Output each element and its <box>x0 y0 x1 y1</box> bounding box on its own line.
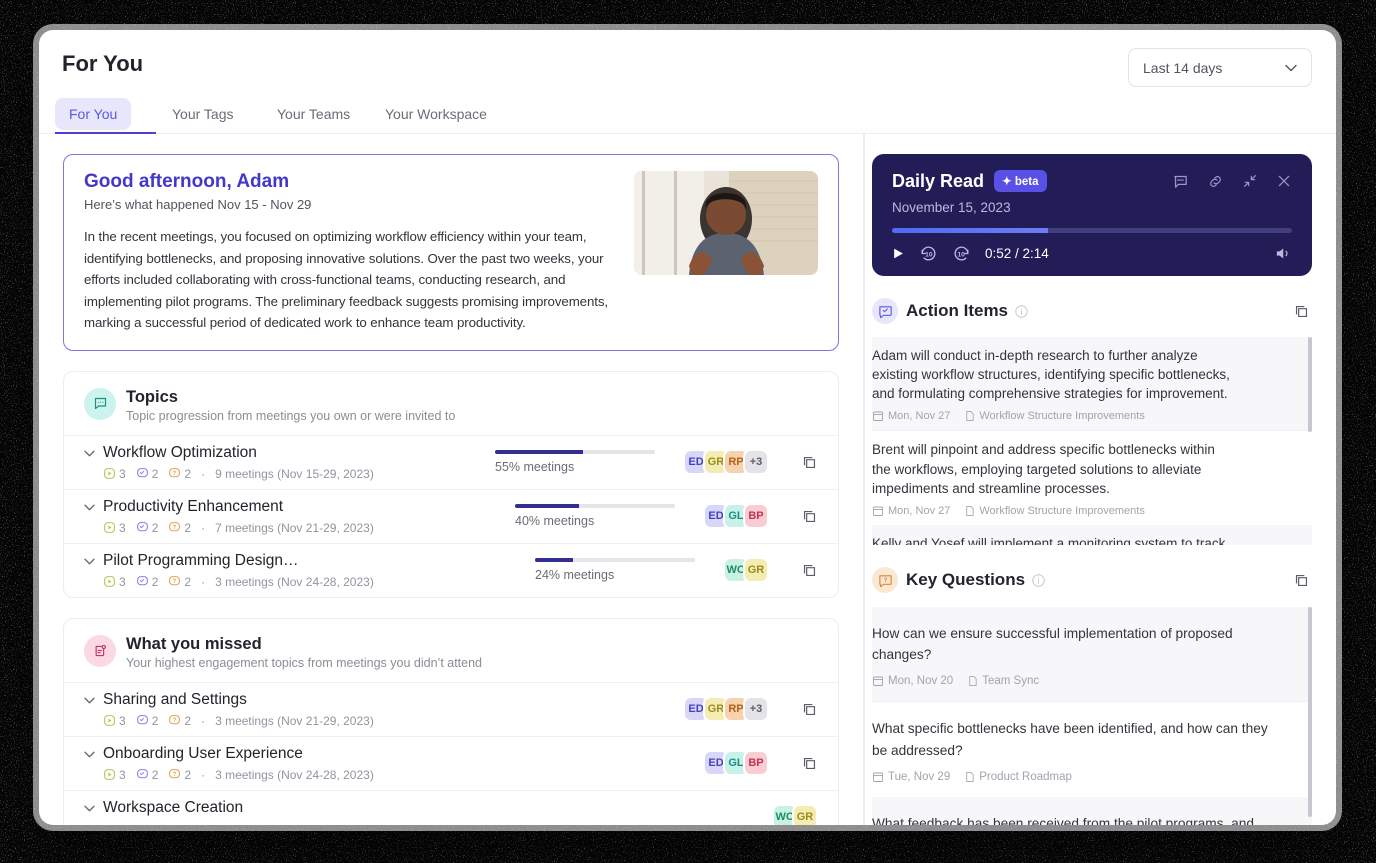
svg-text:?: ? <box>883 577 887 584</box>
svg-text:?: ? <box>173 525 177 531</box>
svg-text:?: ? <box>173 471 177 477</box>
svg-text:?: ? <box>173 772 177 778</box>
svg-text:10: 10 <box>925 251 933 258</box>
svg-text:10: 10 <box>957 251 965 258</box>
svg-text:?: ? <box>173 579 177 585</box>
svg-text:?: ? <box>173 718 177 724</box>
